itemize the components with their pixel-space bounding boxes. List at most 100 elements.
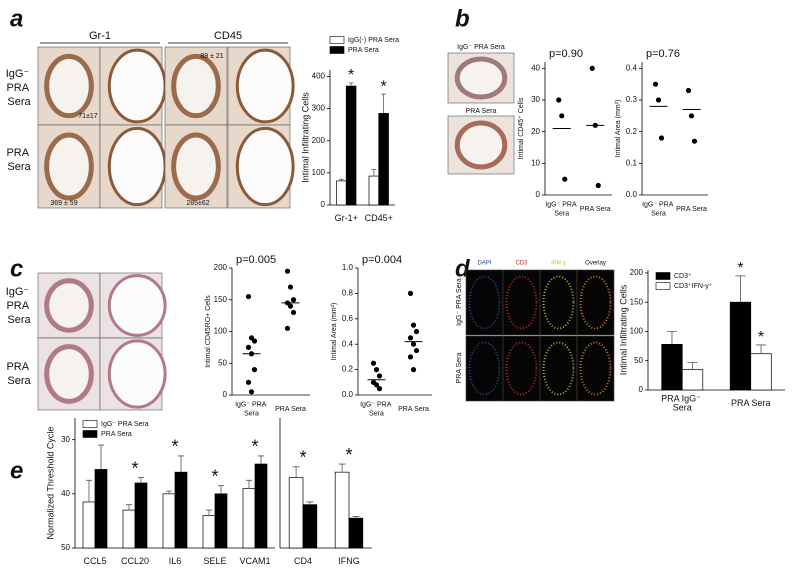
y-tick-label: 0.0 — [342, 390, 354, 399]
legend-swatch — [655, 282, 671, 290]
data-point — [413, 328, 420, 335]
error-bar — [86, 479, 92, 502]
image-label: PRA Sera — [466, 108, 497, 115]
micrograph-vessel — [44, 344, 94, 404]
y-tick-label: 20 — [531, 127, 540, 136]
legend-label: PRA Sera — [101, 431, 132, 438]
bar — [345, 85, 357, 206]
data-point — [556, 97, 562, 103]
data-point — [691, 138, 698, 144]
y-axis-label: Normalized Threshold Cycle — [45, 427, 55, 540]
y-tick-label: 0.1 — [626, 158, 638, 167]
y-tick-label: 100 — [214, 327, 228, 336]
bar — [302, 504, 318, 549]
y-tick-label: 200 — [214, 263, 228, 272]
data-point — [688, 113, 695, 119]
bar — [202, 515, 216, 549]
y-tick-label: 0.4 — [626, 63, 638, 72]
row-label: IgG⁻ PRA Sera — [456, 278, 463, 326]
data-point — [376, 386, 383, 392]
error-bar — [246, 479, 252, 489]
y-tick-label: 50 — [61, 543, 70, 552]
micrograph-lumen — [107, 126, 167, 207]
micrograph-vessel — [171, 53, 221, 119]
panel-letter: b — [455, 5, 470, 32]
micrograph-lumen — [235, 48, 295, 124]
x-tick-label: VCAM1 — [239, 556, 270, 566]
error-bar — [348, 82, 354, 87]
x-tick-label: CCL20 — [121, 556, 149, 566]
data-point — [287, 284, 294, 290]
x-tick-label: CCL5 — [83, 556, 106, 566]
y-tick-label: 0.8 — [342, 289, 354, 298]
x-tick-label: SELE — [203, 556, 226, 566]
count-label: 89 ± 21 — [200, 53, 223, 60]
bar — [122, 509, 136, 549]
data-point — [595, 182, 601, 189]
data-point — [655, 97, 662, 103]
bar — [750, 353, 772, 391]
data-point — [373, 367, 380, 373]
legend-label: CD3⁺ — [674, 273, 692, 280]
data-point — [245, 344, 252, 350]
y-tick-label: 0.3 — [626, 95, 638, 104]
data-point — [410, 367, 417, 373]
data-point — [370, 360, 377, 366]
y-tick-label: 0.0 — [626, 190, 638, 199]
x-tick-label: PRA Sera — [275, 406, 306, 413]
y-tick-label: 0 — [639, 385, 644, 394]
data-point — [589, 65, 595, 71]
significance-mark: * — [737, 260, 743, 277]
micrograph — [576, 335, 615, 402]
error-bar — [352, 516, 360, 519]
micrograph — [502, 269, 541, 336]
row-label: IgG⁻ PRA Sera — [6, 68, 33, 108]
row-label: PRA Sera — [456, 353, 463, 384]
p-value: p=0.76 — [646, 48, 680, 60]
error-bar — [687, 362, 698, 370]
bar — [288, 477, 304, 549]
micrograph-vessel — [468, 275, 501, 330]
micrograph — [465, 335, 504, 402]
significance-mark: * — [381, 78, 387, 95]
data-point — [652, 81, 659, 87]
y-tick-label: 0.4 — [342, 339, 354, 348]
micrograph-lumen — [107, 339, 167, 409]
data-point — [290, 309, 297, 316]
micrograph-vessel — [505, 275, 538, 330]
bar — [334, 471, 350, 549]
micrograph-vessel — [468, 341, 501, 396]
significance-mark: * — [758, 329, 764, 346]
data-point — [290, 297, 297, 303]
panel-letter: a — [10, 5, 23, 32]
image-label: IgG⁻ PRA Sera — [457, 44, 505, 51]
column-header: Overlay — [585, 261, 606, 267]
x-tick-label: CD4 — [294, 556, 312, 566]
data-point — [284, 325, 291, 331]
column-header: Gr-1 — [89, 30, 111, 42]
row-label: PRA Sera — [6, 147, 31, 173]
data-point — [658, 135, 665, 141]
bar — [174, 471, 188, 549]
micrograph-vessel — [579, 341, 612, 396]
micrograph-vessel — [44, 53, 94, 119]
significance-mark: * — [299, 448, 306, 468]
error-bar — [306, 501, 314, 505]
data-point — [407, 354, 414, 360]
data-point — [248, 389, 255, 395]
error-bar — [178, 455, 184, 473]
count-label: 369 ± 59 — [50, 200, 77, 207]
x-tick-label: PRA Sera — [731, 398, 771, 408]
x-tick-label: PRA IgG⁻ Sera — [661, 394, 703, 413]
micrograph-lumen — [107, 48, 167, 124]
data-point — [376, 373, 383, 379]
y-tick-label: 40 — [531, 63, 540, 72]
micrograph-lumen — [107, 274, 167, 337]
x-tick-label: IgG⁻ PRA Sera — [360, 401, 393, 417]
y-tick-label: 1.0 — [342, 263, 354, 272]
y-axis-label: Intimal CD45RO+ Cells — [205, 295, 212, 368]
y-tick-label: 40 — [61, 489, 70, 498]
y-tick-label: 30 — [531, 95, 540, 104]
error-bar — [735, 275, 746, 303]
